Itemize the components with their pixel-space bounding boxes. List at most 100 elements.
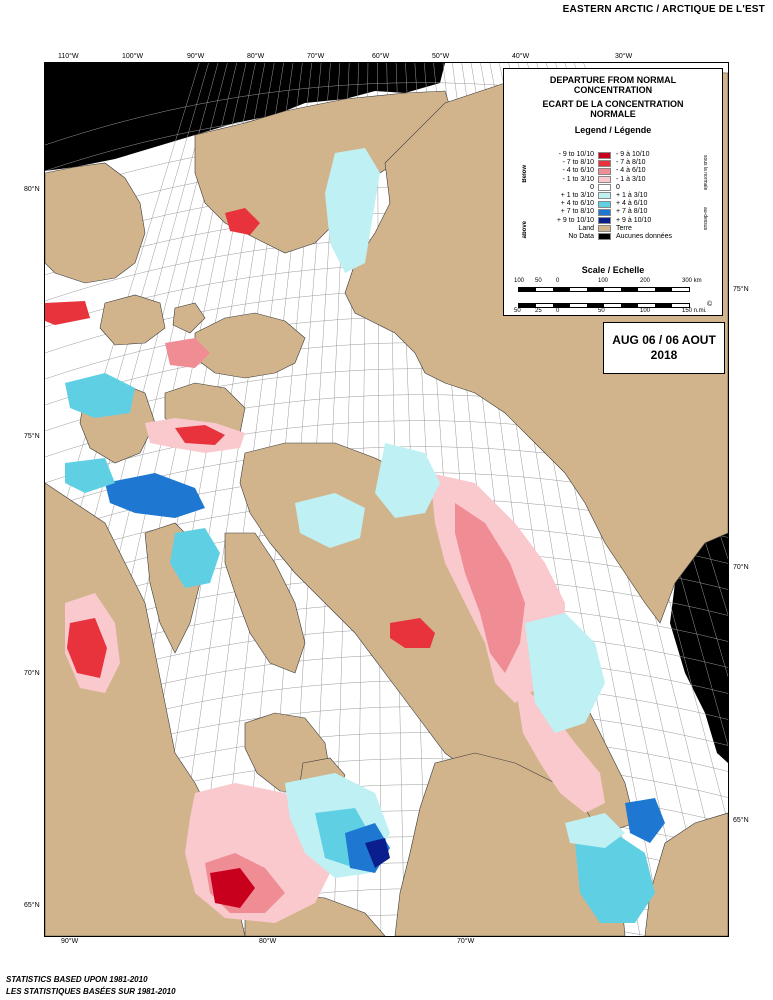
lat-label-75n: 75°N [24, 433, 40, 440]
legend-row: - 9 to 10/10 - 9 à 10/10 [504, 151, 722, 159]
legend-swatch [598, 151, 611, 159]
legend-below-fr-label: sous la normale [702, 155, 708, 191]
legend-row: + 7 to 8/10 + 7 à 8/10 [504, 208, 722, 216]
anomaly-davis-pos-light [525, 613, 605, 733]
footer-line-1: STATISTICS BASED UPON 1981-2010 [6, 975, 148, 984]
legend-swatch [598, 208, 611, 216]
no-data-region-north [45, 63, 445, 171]
lat-label-right-65n: 65°N [733, 817, 749, 824]
cornwallis-island [172, 302, 206, 334]
anomaly-labrador-pos-light [565, 813, 625, 848]
lon-label-90w: 90°W [187, 53, 205, 60]
legend-row-fr: + 4 à 6/10 [616, 200, 648, 208]
latitude-line [198, 914, 650, 936]
legend-row: + 4 to 6/10 + 4 à 6/10 [504, 200, 722, 208]
scale-km-label: 100 [598, 278, 609, 284]
bathurst-island [99, 294, 166, 346]
legend-title-fr-2: NORMALE [590, 109, 636, 119]
legend-row-en: + 1 to 3/10 [560, 191, 594, 199]
legend-row-en: + 7 to 8/10 [560, 208, 594, 216]
scale-nm-label: 150 n.mi. [682, 308, 707, 314]
legend-row-en: + 9 to 10/10 [556, 216, 594, 224]
legend-swatch [598, 159, 611, 167]
legend-row-en: - 4 to 6/10 [562, 167, 594, 175]
lon-label-bottom-90w: 90°W [61, 938, 79, 945]
legend-row: - 1 to 3/10 - 1 à 3/10 [504, 176, 722, 184]
map-title: EASTERN ARCTIC / ARCTIQUE DE L'EST [562, 4, 765, 15]
legend-panel: DEPARTURE FROM NORMAL CONCENTRATION ECAR… [503, 68, 723, 316]
legend-row: Land Terre [504, 225, 722, 233]
date-line-1: AUG 06 / 06 AOUT [612, 333, 716, 347]
legend-row-fr: Terre [616, 224, 632, 232]
map-canvas [45, 63, 728, 936]
anomaly-baffin-pos-light-2 [295, 493, 365, 548]
scale-km-label: 300 km [682, 278, 702, 284]
anomaly-northwest-strip [45, 301, 90, 325]
anomaly-hudson-strait-red [210, 868, 255, 908]
legend-row-en: 0 [590, 183, 594, 191]
legend-row-fr: - 7 à 8/10 [616, 159, 646, 167]
legend-row-en: - 1 to 3/10 [562, 175, 594, 183]
lat-label-70n: 70°N [24, 670, 40, 677]
lon-label-110w: 110°W [58, 53, 79, 60]
legend-above-fr-label: au-dessus [702, 207, 708, 231]
legend-row-fr: - 9 à 10/10 [616, 151, 650, 158]
scale-nm-label: 100 [640, 308, 651, 314]
anomaly-lancaster-red [175, 425, 225, 445]
scale-bar-nm [518, 303, 690, 308]
legend-swatch [598, 167, 611, 175]
legend-swatch [598, 192, 611, 200]
date-line-2: 2018 [650, 348, 678, 362]
legend-row-fr: + 9 à 10/10 [616, 216, 652, 224]
anomaly-jones-sound-red [225, 208, 260, 235]
scale-nm-label: 50 [514, 308, 521, 314]
legend-row-en: + 4 to 6/10 [560, 200, 594, 208]
legend-title-fr-1: ECART DE LA CONCENTRATION [542, 99, 684, 109]
anomaly-lancaster-pos-mid [65, 373, 135, 418]
scale-km-label: 200 [640, 278, 651, 284]
anomaly-peel-sound-pos [170, 528, 220, 588]
positive-anomaly-zones [65, 148, 665, 923]
lon-label-70w: 70°W [307, 53, 325, 60]
legend-swatch [598, 225, 611, 233]
lon-label-50w: 50°W [432, 53, 450, 60]
legend-row-fr: - 1 à 3/10 [616, 175, 646, 183]
western-islands [45, 162, 146, 284]
anomaly-davis-strait-neg [515, 683, 605, 813]
lat-label-right-75n: 75°N [733, 286, 749, 293]
melville-peninsula [224, 532, 306, 674]
lon-label-bottom-80w: 80°W [259, 938, 277, 945]
scale-title: Scale / Echelle [581, 265, 645, 275]
lon-label-30w: 30°W [615, 53, 633, 60]
scale-km-label: 50 [535, 278, 542, 284]
lon-label-80w: 80°W [247, 53, 265, 60]
legend-swatch [598, 200, 611, 208]
legend-row-fr: + 7 à 8/10 [616, 208, 648, 216]
legend-row-en: Land [578, 224, 594, 232]
legend-title-en-2: CONCENTRATION [573, 85, 653, 95]
legend-row-en: No Data [568, 232, 594, 240]
legend-swatch [598, 233, 611, 241]
legend-row-en: - 7 to 8/10 [562, 159, 594, 167]
lon-label-100w: 100°W [122, 53, 144, 60]
lon-label-bottom-70w: 70°W [457, 938, 475, 945]
lat-label-65n: 65°N [24, 902, 40, 909]
legend-row: - 7 to 8/10 - 7 à 8/10 [504, 159, 722, 167]
legend-row-fr: + 1 à 3/10 [616, 191, 648, 199]
anomaly-labrador-pos-mid [575, 833, 655, 923]
scale-km-label: 100 [514, 278, 525, 284]
lat-label-right-70n: 70°N [733, 564, 749, 571]
anomaly-pond-inlet-red [390, 618, 435, 648]
anomaly-barrow-pos-light [65, 458, 115, 493]
lon-label-40w: 40°W [512, 53, 530, 60]
scale-nm-label: 0 [556, 308, 560, 314]
scale-bar-km [518, 287, 690, 292]
anomaly-baffin-bay-neg-mid [455, 503, 525, 673]
legend-row-fr: - 4 à 6/10 [616, 167, 646, 175]
anomaly-hudson-pos-max [365, 838, 390, 868]
legend-row: + 9 to 10/10 + 9 à 10/10 [504, 217, 722, 225]
scale-km-label: 0 [556, 278, 560, 284]
legend-row-en: - 9 to 10/10 [558, 151, 594, 158]
anomaly-barrow-pos-blue [105, 473, 205, 518]
